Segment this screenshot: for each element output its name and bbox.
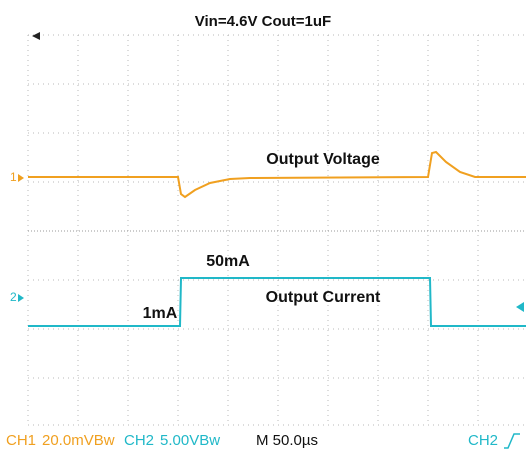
trigger-source: CH2 (468, 432, 498, 449)
right-arrow (516, 302, 524, 312)
ch1-arrow (18, 174, 24, 182)
timebase: M 50.0µs (256, 432, 318, 449)
low-label: 1mA (143, 305, 178, 322)
graticule (27, 34, 526, 426)
trigger-arrow (32, 32, 40, 40)
voltage-label: Output Voltage (266, 151, 380, 168)
ch2-arrow (18, 294, 24, 302)
ch2-marker: 2 (10, 290, 17, 304)
ch2-scale: 5.00VBw (160, 432, 220, 449)
ch1-scale: 20.0mVBw (42, 432, 115, 449)
voltage-trace (28, 150, 526, 199)
ch1-label: CH1 (6, 432, 36, 449)
high-label: 50mA (206, 253, 250, 270)
ch2-label: CH2 (124, 432, 154, 449)
current-trace (28, 277, 526, 327)
ch1-marker: 1 (10, 170, 17, 184)
trigger-edge (504, 433, 520, 449)
current-label: Output Current (266, 289, 381, 306)
title: Vin=4.6V Cout=1uF (195, 13, 331, 30)
